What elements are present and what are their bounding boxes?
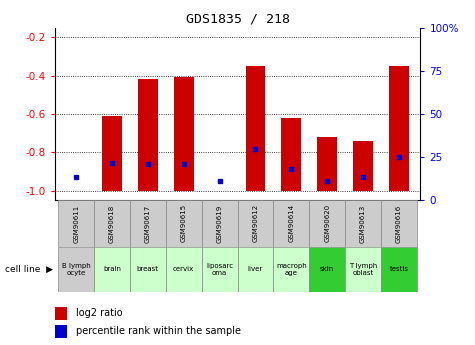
Text: B lymph
ocyte: B lymph ocyte [62, 263, 91, 276]
Text: liposarc
oma: liposarc oma [206, 263, 233, 276]
Bar [353, 141, 373, 190]
Bar [281, 118, 301, 190]
Bar [309, 200, 345, 247]
Bar [58, 247, 94, 292]
Text: GSM90615: GSM90615 [180, 204, 187, 243]
Bar [309, 247, 345, 292]
Text: GSM90616: GSM90616 [396, 204, 402, 243]
Text: skin: skin [320, 266, 334, 272]
Text: brain: brain [103, 266, 121, 272]
Bar [58, 200, 94, 247]
Text: breast: breast [137, 266, 159, 272]
Bar [174, 77, 194, 190]
Bar [166, 200, 202, 247]
Bar [317, 137, 337, 190]
Bar [246, 66, 266, 190]
Bar [166, 247, 202, 292]
Bar [94, 200, 130, 247]
Text: log2 ratio: log2 ratio [76, 308, 122, 318]
Text: GSM90617: GSM90617 [145, 204, 151, 243]
Bar [138, 79, 158, 190]
Bar [273, 200, 309, 247]
Text: cell line  ▶: cell line ▶ [5, 265, 53, 274]
Bar [238, 247, 273, 292]
Bar [389, 66, 408, 190]
Text: GSM90612: GSM90612 [252, 204, 258, 243]
Text: T lymph
oblast: T lymph oblast [349, 263, 377, 276]
Text: GSM90614: GSM90614 [288, 204, 294, 243]
Text: GSM90619: GSM90619 [217, 204, 223, 243]
Bar [381, 247, 417, 292]
Text: percentile rank within the sample: percentile rank within the sample [76, 326, 240, 336]
Bar [345, 247, 381, 292]
Bar [94, 247, 130, 292]
Bar [381, 200, 417, 247]
Bar [130, 247, 166, 292]
Text: macroph
age: macroph age [276, 263, 307, 276]
Bar [345, 200, 381, 247]
Text: liver: liver [248, 266, 263, 272]
Text: GSM90611: GSM90611 [73, 204, 79, 243]
Text: GSM90620: GSM90620 [324, 204, 330, 243]
Bar [202, 200, 238, 247]
Title: GDS1835 / 218: GDS1835 / 218 [186, 12, 289, 25]
Text: GSM90613: GSM90613 [360, 204, 366, 243]
Text: testis: testis [390, 266, 408, 272]
Bar [55, 325, 67, 338]
Bar [130, 200, 166, 247]
Bar [202, 247, 238, 292]
Text: GSM90618: GSM90618 [109, 204, 115, 243]
Text: cervix: cervix [173, 266, 194, 272]
Bar [273, 247, 309, 292]
Bar [102, 116, 122, 190]
Bar [55, 307, 67, 320]
Bar [238, 200, 273, 247]
